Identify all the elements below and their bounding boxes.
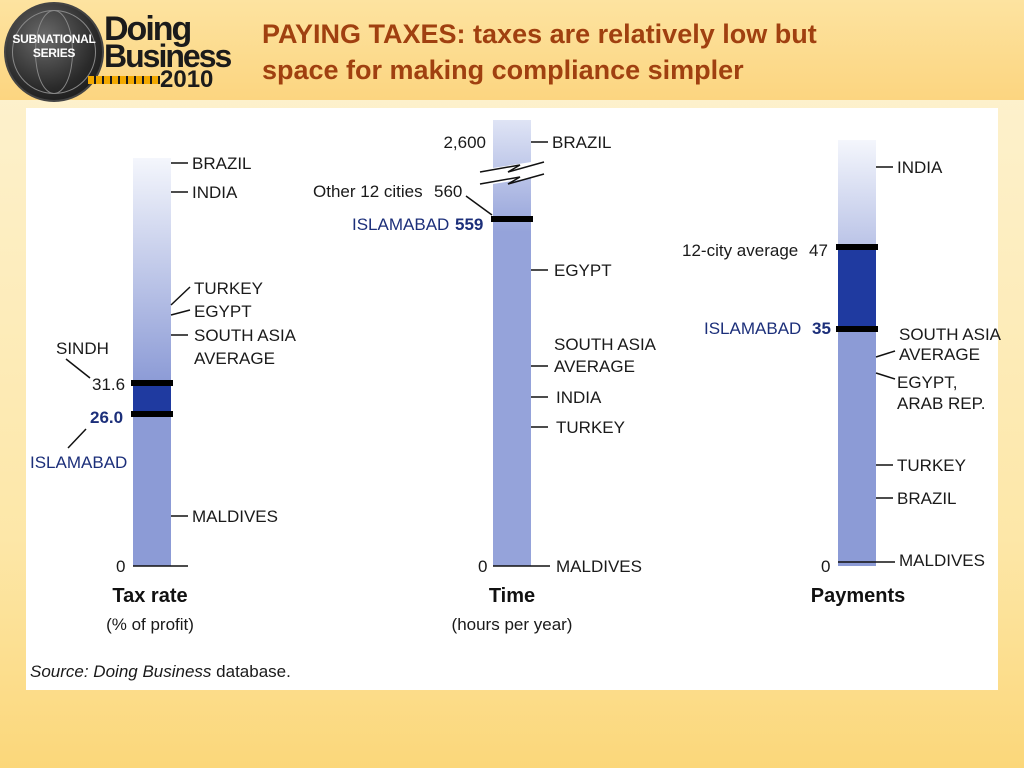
payments-islamabad-marker xyxy=(836,326,878,332)
time-break-value: 2,600 xyxy=(443,133,486,152)
source-suffix: database. xyxy=(211,662,291,681)
pay-tick-egypt: EGYPT, xyxy=(897,373,957,392)
time-tick-india: INDIA xyxy=(556,388,602,407)
pay-marker-islamabad-label: ISLAMABAD xyxy=(704,319,801,338)
logo-stripe xyxy=(88,76,160,84)
pay-marker-average-value: 47 xyxy=(809,241,828,260)
tax-marker-sindh-label: SINDH xyxy=(56,339,109,358)
logo-business: Business xyxy=(104,38,232,74)
logo-series-line1: SUBNATIONAL xyxy=(12,32,96,46)
tax-tick-south-asia-2: AVERAGE xyxy=(194,349,275,368)
logo-year: 2010 xyxy=(160,66,214,93)
time-marker-other-label: Other 12 cities xyxy=(313,182,423,201)
time-chart: BRAZIL 2,600 EGYPT SOUTH ASIA AVERAGE IN… xyxy=(313,120,657,634)
tax-marker-islamabad-value: 26.0 xyxy=(90,408,123,427)
source-prefix: Source: Doing Business xyxy=(30,662,212,681)
tax-zero-label: 0 xyxy=(116,557,125,576)
time-tick-egypt: EGYPT xyxy=(554,261,612,280)
pay-tick-india: INDIA xyxy=(897,158,943,177)
tax-rate-chart: BRAZIL INDIA TURKEY EGYPT SOUTH ASIA AVE… xyxy=(30,154,297,634)
tax-rate-sindh-marker xyxy=(131,380,173,386)
time-marker-islamabad-value: 559 xyxy=(455,215,483,234)
logo-series-text: SUBNATIONAL SERIES xyxy=(10,32,98,60)
tax-tick-egypt: EGYPT xyxy=(194,302,252,321)
tax-tick-maldives: MALDIVES xyxy=(192,507,278,526)
pay-marker-islamabad-value: 35 xyxy=(812,319,831,338)
tax-tick-india: INDIA xyxy=(192,183,238,202)
time-axis-subtitle: (hours per year) xyxy=(452,615,573,634)
title-line-1: PAYING TAXES: taxes are relatively low b… xyxy=(262,19,817,49)
tax-rate-band xyxy=(133,384,171,414)
time-tick-brazil: BRAZIL xyxy=(552,133,612,152)
tax-tick-south-asia: SOUTH ASIA xyxy=(194,326,297,345)
globe-logo-icon xyxy=(4,2,104,102)
time-islamabad-marker xyxy=(491,216,533,222)
tax-marker-islamabad-label: ISLAMABAD xyxy=(30,453,127,472)
payments-band xyxy=(838,248,876,330)
page-title: PAYING TAXES: taxes are relatively low b… xyxy=(262,16,962,88)
pay-tick-south-asia-2: AVERAGE xyxy=(899,345,980,364)
time-marker-other-value: 560 xyxy=(434,182,462,201)
time-tick-turkey: TURKEY xyxy=(556,418,625,437)
header-banner: SUBNATIONAL SERIES Doing Business 2010 P… xyxy=(0,0,1024,102)
pay-tick-egypt-2: ARAB REP. xyxy=(897,394,986,413)
source-note: Source: Doing Business database. xyxy=(30,662,291,682)
time-bar xyxy=(493,120,531,566)
logo-doing: Doing xyxy=(104,10,192,48)
time-marker-islamabad-label: ISLAMABAD xyxy=(352,215,449,234)
time-axis-title: Time xyxy=(489,585,535,607)
payments-chart: INDIA SOUTH ASIA AVERAGE EGYPT, ARAB REP… xyxy=(682,140,1002,607)
pay-zero-label: 0 xyxy=(821,557,830,576)
time-tick-maldives: MALDIVES xyxy=(556,557,642,576)
payments-average-marker xyxy=(836,244,878,250)
tax-axis-subtitle: (% of profit) xyxy=(106,615,194,634)
time-tick-south-asia-2: AVERAGE xyxy=(554,357,635,376)
payments-bar xyxy=(838,140,876,566)
tax-rate-bar xyxy=(133,158,171,566)
time-tick-south-asia: SOUTH ASIA xyxy=(554,335,657,354)
tax-axis-title: Tax rate xyxy=(112,585,187,607)
payments-axis-title: Payments xyxy=(811,585,906,607)
pay-tick-brazil: BRAZIL xyxy=(897,489,957,508)
tax-marker-sindh-value: 31.6 xyxy=(92,375,125,394)
tax-tick-turkey: TURKEY xyxy=(194,279,263,298)
pay-marker-average-label: 12-city average xyxy=(682,241,798,260)
title-line-2: space for making compliance simpler xyxy=(262,55,744,85)
pay-tick-maldives: MALDIVES xyxy=(899,551,985,570)
time-zero-label: 0 xyxy=(478,557,487,576)
logo-series-line2: SERIES xyxy=(32,46,76,60)
tax-rate-islamabad-marker xyxy=(131,411,173,417)
pay-tick-south-asia: SOUTH ASIA xyxy=(899,325,1002,344)
pay-tick-turkey: TURKEY xyxy=(897,456,966,475)
tax-tick-brazil: BRAZIL xyxy=(192,154,252,173)
